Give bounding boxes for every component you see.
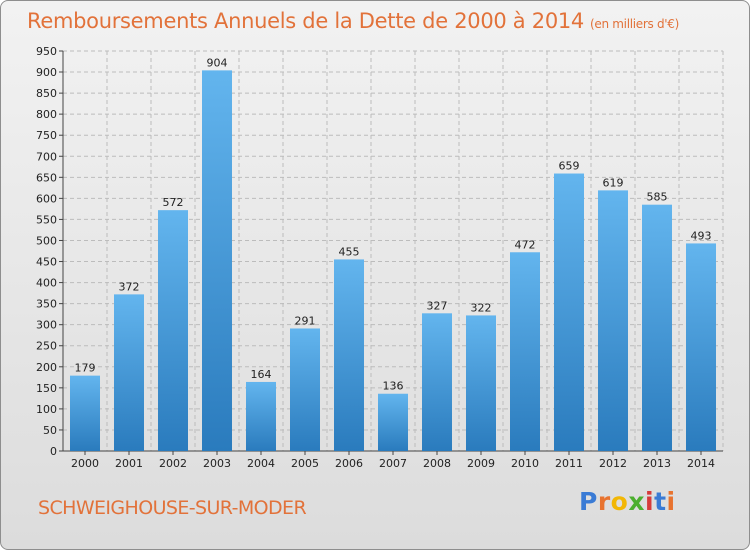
data-label: 619 (603, 176, 624, 189)
data-label: 472 (515, 238, 536, 251)
logo-letter: x (628, 487, 645, 516)
bar (290, 328, 320, 451)
y-tick-label: 650 (36, 171, 57, 184)
logo-letter: r (597, 487, 611, 516)
y-tick-label: 750 (36, 129, 57, 142)
x-tick-label: 2007 (379, 457, 407, 470)
proxiti-logo: Proxiti (579, 487, 676, 516)
y-tick-label: 250 (36, 340, 57, 353)
x-tick-label: 2005 (291, 457, 319, 470)
logo-letter: o (610, 487, 629, 516)
x-tick-label: 2011 (555, 457, 583, 470)
bar (554, 173, 584, 452)
x-tick-label: 2003 (203, 457, 231, 470)
bar (598, 190, 628, 452)
data-label: 164 (251, 368, 272, 381)
chart-title-text: Remboursements Annuels de la Dette de 20… (27, 9, 584, 33)
y-tick-label: 850 (36, 87, 57, 100)
bar (510, 252, 540, 451)
y-tick-label: 50 (43, 424, 57, 437)
x-tick-label: 2009 (467, 457, 495, 470)
x-tick-label: 2013 (643, 457, 671, 470)
x-tick-label: 2000 (71, 457, 99, 470)
logo-letter: t (654, 487, 667, 516)
bar (246, 381, 276, 451)
data-label: 904 (207, 56, 228, 69)
logo-letter: P (579, 487, 598, 516)
chart-title: Remboursements Annuels de la Dette de 20… (27, 9, 679, 33)
data-label: 291 (295, 314, 316, 327)
x-tick-label: 2014 (687, 457, 715, 470)
y-tick-label: 300 (36, 319, 57, 332)
data-label: 179 (75, 362, 96, 375)
y-tick-label: 450 (36, 256, 57, 269)
bar (422, 313, 452, 451)
data-label: 455 (339, 245, 360, 258)
bar (686, 243, 716, 451)
bar (114, 294, 144, 451)
bar (378, 393, 408, 451)
logo-letter: i (645, 487, 655, 516)
y-tick-label: 600 (36, 192, 57, 205)
x-tick-label: 2001 (115, 457, 143, 470)
logo-letter: i (666, 487, 676, 516)
municipality-name: SCHWEIGHOUSE-SUR-MODER (38, 497, 307, 519)
bar (202, 70, 232, 452)
y-tick-label: 0 (50, 445, 57, 458)
y-tick-label: 100 (36, 403, 57, 416)
bar (466, 315, 496, 451)
y-tick-label: 800 (36, 108, 57, 121)
bar (334, 259, 364, 451)
x-tick-label: 2008 (423, 457, 451, 470)
y-tick-label: 500 (36, 234, 57, 247)
x-tick-label: 2002 (159, 457, 187, 470)
data-label: 322 (471, 301, 492, 314)
y-tick-label: 700 (36, 150, 57, 163)
x-tick-label: 2012 (599, 457, 627, 470)
bar (158, 210, 188, 451)
x-tick-label: 2010 (511, 457, 539, 470)
y-tick-label: 350 (36, 298, 57, 311)
data-label: 136 (383, 380, 404, 393)
y-tick-label: 900 (36, 66, 57, 79)
chart-unit: (en milliers d'€) (590, 17, 680, 31)
data-label: 372 (119, 280, 140, 293)
y-tick-label: 550 (36, 213, 57, 226)
data-label: 327 (427, 299, 448, 312)
x-tick-label: 2004 (247, 457, 275, 470)
y-tick-label: 200 (36, 361, 57, 374)
data-label: 585 (647, 191, 668, 204)
bars (70, 70, 716, 452)
data-label: 572 (163, 196, 184, 209)
labels: 0 50 100 150 200 250 300 350 400 450 500 550 600 650 7… (36, 45, 715, 470)
data-label: 659 (559, 160, 580, 173)
y-tick-label: 950 (36, 45, 57, 58)
bar (642, 204, 672, 451)
y-tick-label: 150 (36, 382, 57, 395)
bar (70, 375, 100, 451)
data-label: 493 (691, 229, 712, 242)
x-tick-label: 2006 (335, 457, 363, 470)
y-tick-label: 400 (36, 277, 57, 290)
